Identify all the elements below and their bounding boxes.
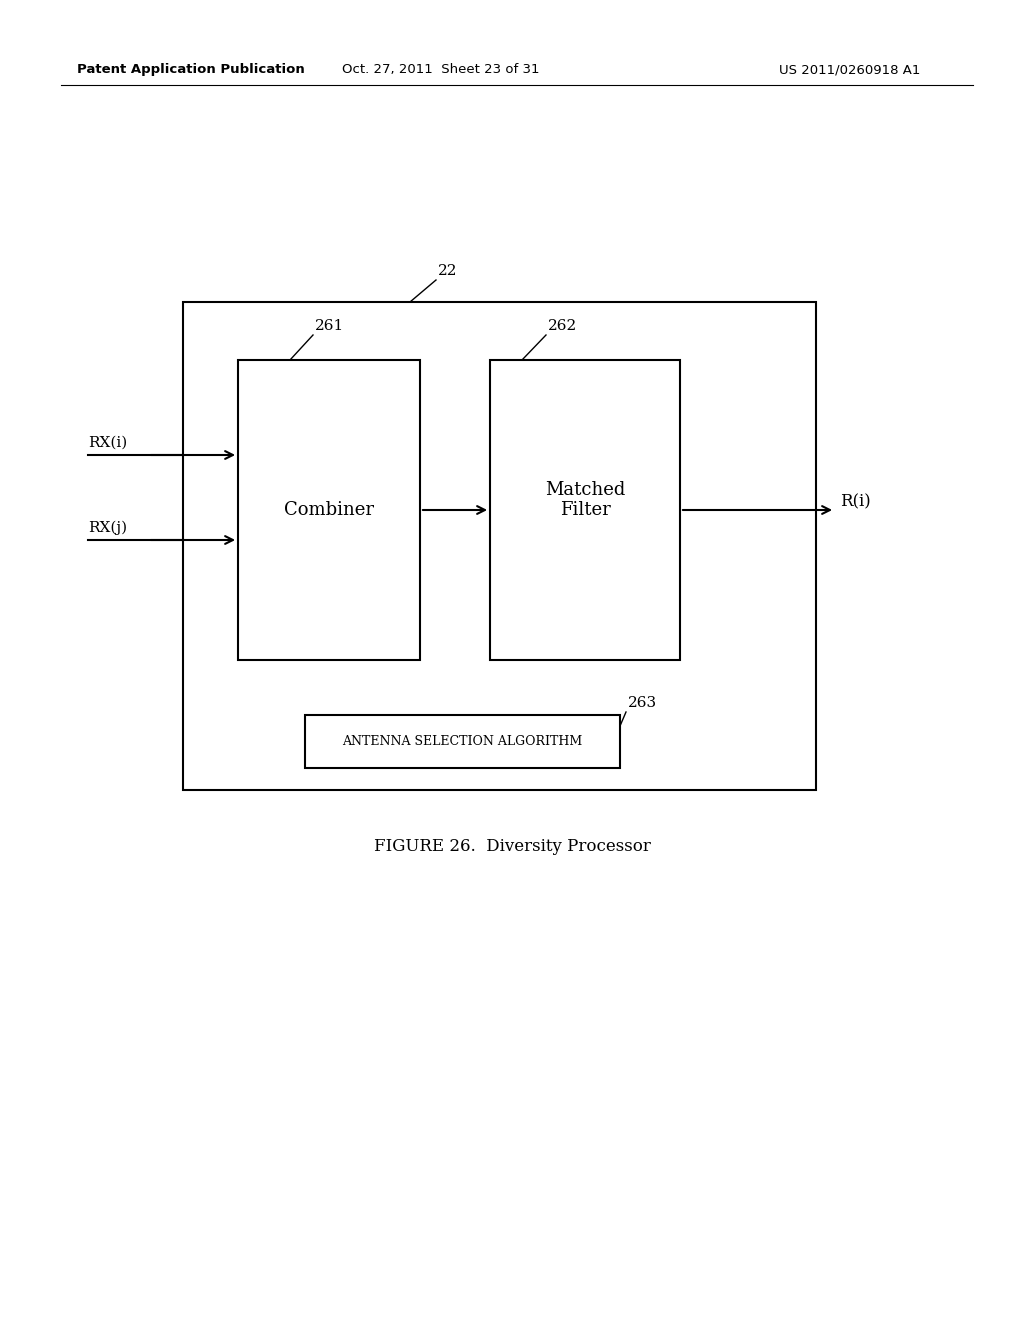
Text: FIGURE 26.  Diversity Processor: FIGURE 26. Diversity Processor — [374, 838, 650, 855]
Text: R(i): R(i) — [840, 494, 870, 511]
Text: Combiner: Combiner — [284, 502, 374, 519]
Text: RX(j): RX(j) — [88, 520, 127, 535]
Text: RX(i): RX(i) — [88, 436, 127, 450]
Bar — [305, 715, 620, 768]
Bar — [238, 360, 420, 660]
Bar — [183, 302, 816, 789]
Text: 262: 262 — [548, 319, 578, 333]
Text: ANTENNA SELECTION ALGORITHM: ANTENNA SELECTION ALGORITHM — [342, 735, 583, 748]
Text: 261: 261 — [315, 319, 344, 333]
Text: Oct. 27, 2011  Sheet 23 of 31: Oct. 27, 2011 Sheet 23 of 31 — [342, 63, 539, 77]
Text: 263: 263 — [628, 696, 657, 710]
Bar — [490, 360, 680, 660]
Text: 22: 22 — [438, 264, 458, 279]
Text: Matched
Filter: Matched Filter — [545, 480, 626, 519]
Text: US 2011/0260918 A1: US 2011/0260918 A1 — [779, 63, 921, 77]
Text: Patent Application Publication: Patent Application Publication — [77, 63, 304, 77]
